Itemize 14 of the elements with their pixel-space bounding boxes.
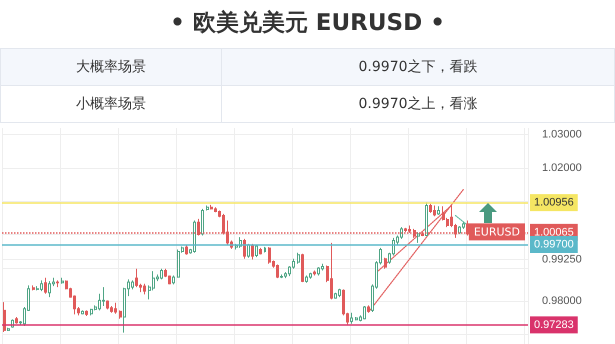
- ref-line-label: 0.99700: [534, 238, 574, 250]
- text: 小概率场景: [0, 86, 222, 122]
- y-tick-label: 0.99250: [542, 253, 582, 266]
- chart-title: • 欧美兑美元 EURUSD •: [169, 8, 446, 38]
- ref-line-label: 1.00956: [534, 196, 574, 209]
- ref-line-label: 0.97283: [534, 318, 574, 331]
- y-tick-label: 1.02000: [542, 162, 582, 174]
- y-tick-label: 0.98000: [542, 295, 582, 308]
- text: 大概率场景: [0, 48, 222, 86]
- annotation: EURUSD: [474, 225, 520, 238]
- text: 0.9970之下，看跌: [222, 48, 614, 86]
- ref-line-label: 1.00065: [534, 226, 574, 238]
- y-tick-label: 1.03000: [542, 128, 582, 141]
- text: 0.9970之上，看涨: [222, 86, 614, 122]
